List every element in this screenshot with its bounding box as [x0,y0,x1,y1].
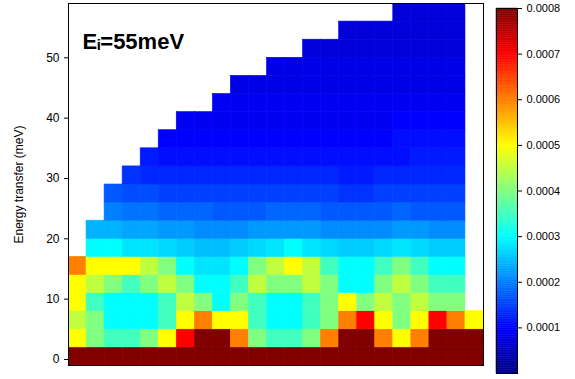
svg-text:20: 20 [46,232,60,246]
svg-text:0.0004: 0.0004 [527,185,561,197]
svg-text:0.0002: 0.0002 [527,276,561,288]
svg-text:50: 50 [46,51,60,65]
svg-text:0.0001: 0.0001 [527,321,561,333]
svg-text:30: 30 [46,171,60,185]
svg-text:0.0003: 0.0003 [527,230,561,242]
svg-text:0.0005: 0.0005 [527,139,561,151]
svg-text:10: 10 [46,292,60,306]
svg-text:Energy transfer (meV): Energy transfer (meV) [12,125,26,243]
svg-text:0.0008: 0.0008 [527,2,561,14]
svg-text:Eᵢ=55meV: Eᵢ=55meV [83,29,185,54]
svg-text:0.0006: 0.0006 [527,93,561,105]
svg-text:0: 0 [53,352,60,366]
svg-text:0.0007: 0.0007 [527,48,561,60]
svg-text:40: 40 [46,111,60,125]
